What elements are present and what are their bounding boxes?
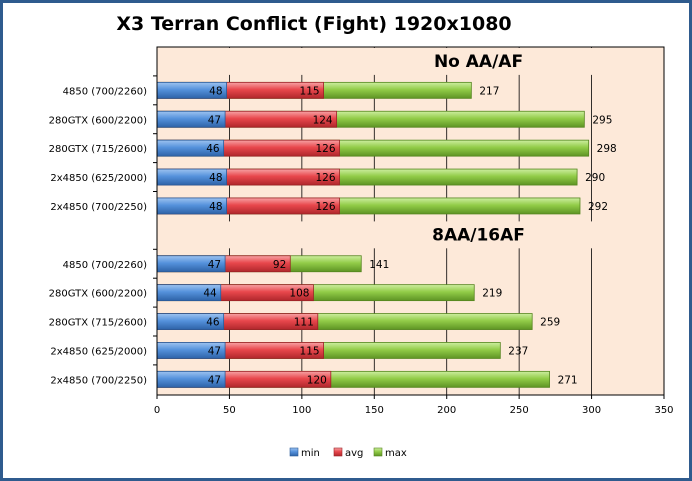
x-tick-label: 200 [437,405,456,416]
category-label: 280GTX (600/2200) [49,289,147,300]
category-label: 4850 (700/2260) [63,86,147,97]
data-label-max: 290 [585,172,605,184]
x-tick-label: 150 [365,405,384,416]
data-label-min: 48 [209,85,222,97]
data-label-avg: 124 [313,114,333,126]
data-label-avg: 111 [294,317,314,329]
legend-swatch-min [289,447,299,457]
data-label-max: 141 [369,259,389,271]
data-label-min: 48 [209,201,222,213]
legend-swatch-max [373,447,383,457]
data-label-avg: 115 [300,85,320,97]
data-label-min: 48 [209,172,222,184]
x-tick-label: 300 [582,405,601,416]
data-label-min: 47 [208,374,221,386]
data-label-avg: 126 [315,172,335,184]
category-label: 280GTX (715/2600) [49,318,147,329]
x-tick-label: 250 [510,405,529,416]
x-tick-label: 350 [654,405,673,416]
data-label-avg: 108 [289,288,309,300]
section-header: No AA/AF [434,52,523,72]
data-label-min: 47 [208,259,221,271]
section-header-band [157,221,664,249]
data-label-avg: 115 [300,345,320,357]
data-label-max: 295 [592,114,612,126]
category-label: 2x4850 (700/2250) [50,202,147,213]
data-label-avg: 120 [307,374,327,386]
data-label-min: 47 [208,345,221,357]
data-label-min: 46 [206,143,220,155]
legend-label-min: min [301,448,320,459]
data-label-min: 47 [208,114,221,126]
data-label-max: 259 [540,317,560,329]
category-label: 2x4850 (625/2000) [50,173,147,184]
legend-label-max: max [385,448,407,459]
data-label-avg: 126 [315,143,335,155]
data-label-max: 237 [508,345,528,357]
data-label-max: 298 [597,143,617,155]
data-label-min: 46 [206,317,220,329]
data-label-max: 217 [479,85,499,97]
category-label: 2x4850 (625/2000) [50,346,147,357]
section-header: 8AA/16AF [432,225,525,245]
data-label-max: 219 [482,288,502,300]
data-label-avg: 92 [273,259,286,271]
category-label: 2x4850 (700/2250) [50,375,147,386]
plot-area [156,46,665,396]
data-label-max: 292 [588,201,608,213]
section-header-band [157,48,664,75]
category-label: 280GTX (715/2600) [49,144,147,155]
plot-border [156,46,665,396]
x-tick-label: 100 [292,405,311,416]
chart-title: X3 Terran Conflict (Fight) 1920x1080 [116,13,511,35]
legend-label-avg: avg [345,448,363,459]
data-label-avg: 126 [315,201,335,213]
legend-swatch-avg [333,447,343,457]
x-tick-label: 0 [154,405,160,416]
category-label: 280GTX (600/2200) [49,115,147,126]
x-tick-label: 50 [223,405,236,416]
data-label-min: 44 [203,288,217,300]
category-label: 4850 (700/2260) [63,260,147,271]
data-label-max: 271 [558,374,578,386]
